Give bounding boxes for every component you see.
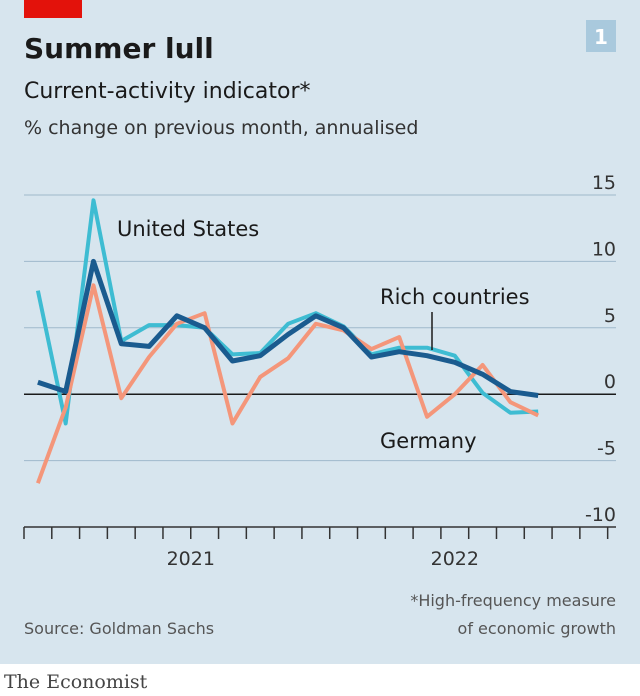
series-label: Rich countries [380,285,530,309]
footnote: *High-frequency measure [410,591,616,610]
y-tick-label: -5 [597,438,616,460]
y-tick-label: 0 [604,371,616,393]
chart-title: Summer lull [24,32,214,65]
series-label: Germany [380,429,477,453]
x-tick-label: 2021 [167,548,215,570]
brand: The Economist [4,671,148,693]
badge [586,20,616,52]
y-tick-label: -10 [585,504,616,526]
series-line [36,283,540,484]
series-label: United States [117,217,259,241]
x-tick-label: 2022 [431,548,479,570]
series-line [37,258,539,399]
y-tick-label: 15 [592,172,616,194]
y-tick-label: 5 [604,305,616,327]
footnote: of economic growth [458,619,616,638]
subtitle: Current-activity indicator* [24,79,311,104]
source: Source: Goldman Sachs [24,619,214,638]
red-tag [24,0,82,18]
unit-label: % change on previous month, annualised [24,117,418,139]
y-tick-label: 10 [592,238,616,260]
badge-number: 1 [594,25,608,49]
